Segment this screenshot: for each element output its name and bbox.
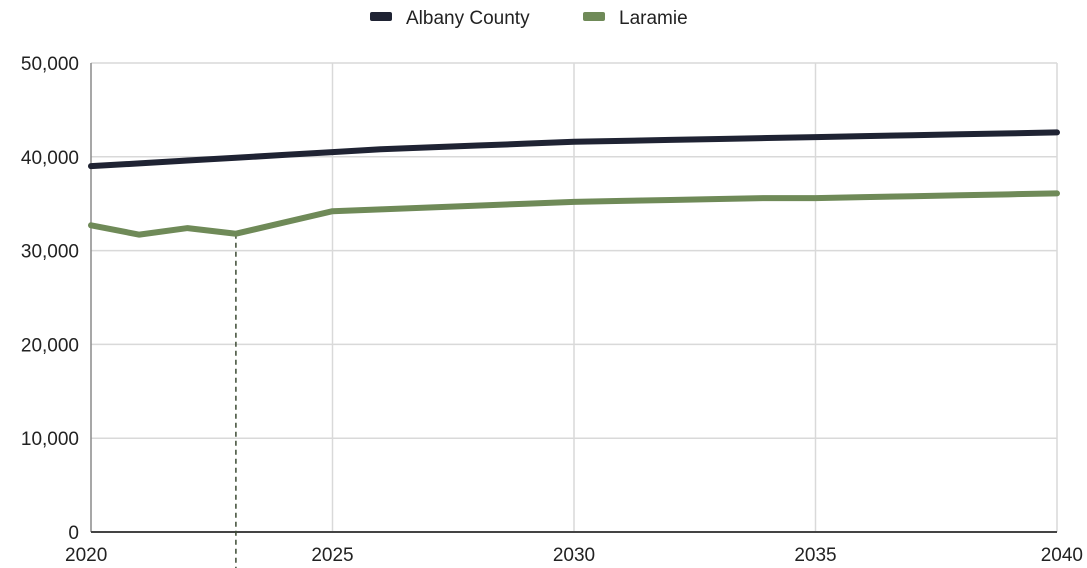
data-point-laramie (235, 233, 237, 235)
legend-item-albany-county[interactable]: Albany County (370, 8, 530, 29)
data-point-albany-county (718, 138, 720, 140)
series-layer (88, 129, 1060, 238)
y-tick-label: 50,000 (21, 54, 79, 75)
data-point-laramie (911, 195, 913, 197)
data-point-albany-county (138, 162, 140, 164)
data-point-laramie (380, 208, 382, 210)
data-point-albany-county (670, 139, 672, 141)
data-point-laramie (766, 197, 768, 199)
legend-swatch (583, 12, 605, 21)
data-point-laramie (718, 198, 720, 200)
data-point-albany-county (959, 133, 961, 135)
y-axis-tick-labels: 0 10,000 20,000 30,000 40,000 50,000 (21, 54, 79, 544)
y-tick-label: 40,000 (21, 148, 79, 169)
data-point-laramie (863, 196, 865, 198)
data-point-laramie (283, 221, 285, 223)
data-point-laramie (90, 224, 92, 226)
data-point-laramie (959, 194, 961, 196)
data-point-laramie (670, 199, 672, 201)
data-point-laramie (525, 203, 527, 205)
x-tick-label: 2040 (1041, 545, 1083, 566)
data-point-laramie (1008, 193, 1010, 195)
data-point-albany-county (815, 136, 816, 138)
data-point-albany-county (235, 157, 237, 159)
data-point-albany-county (476, 145, 478, 147)
legend-item-laramie[interactable]: Laramie (583, 8, 688, 29)
legend-label: Laramie (619, 8, 688, 29)
data-point-laramie (573, 201, 575, 203)
data-point-albany-county (380, 148, 382, 150)
data-point-albany-county (428, 146, 430, 148)
axes (90, 63, 1057, 533)
data-point-albany-county (911, 134, 913, 136)
x-tick-label: 2025 (311, 545, 353, 566)
y-tick-label: 30,000 (21, 242, 79, 263)
data-point-albany-county (90, 165, 92, 167)
y-tick-label: 0 (68, 523, 79, 544)
legend: Albany County Laramie (370, 8, 688, 29)
data-point-laramie (476, 205, 478, 207)
x-tick-label: 2020 (65, 545, 107, 566)
data-point-albany-county (766, 137, 768, 139)
data-point-laramie (1056, 192, 1058, 194)
data-point-laramie (428, 206, 430, 208)
data-point-laramie (815, 197, 816, 199)
data-point-albany-county (573, 141, 575, 143)
data-point-albany-county (1008, 132, 1010, 134)
x-tick-label: 2035 (794, 545, 836, 566)
y-tick-label: 20,000 (21, 335, 79, 356)
x-tick-label: 2030 (553, 545, 595, 566)
data-point-albany-county (1056, 131, 1058, 133)
data-point-albany-county (525, 143, 527, 145)
data-point-albany-county (187, 160, 189, 162)
data-point-albany-county (283, 154, 285, 156)
data-point-laramie (187, 227, 189, 229)
data-point-laramie (138, 234, 140, 236)
x-axis-tick-labels: 2020 2025 2030 2035 2040 (65, 545, 1083, 566)
y-tick-label: 10,000 (21, 429, 79, 450)
legend-swatch (370, 12, 392, 21)
legend-label: Albany County (406, 8, 530, 29)
data-point-albany-county (863, 135, 865, 137)
data-point-laramie (621, 200, 623, 202)
data-point-albany-county (332, 151, 333, 153)
data-point-albany-county (621, 140, 623, 142)
data-point-laramie (332, 210, 333, 212)
